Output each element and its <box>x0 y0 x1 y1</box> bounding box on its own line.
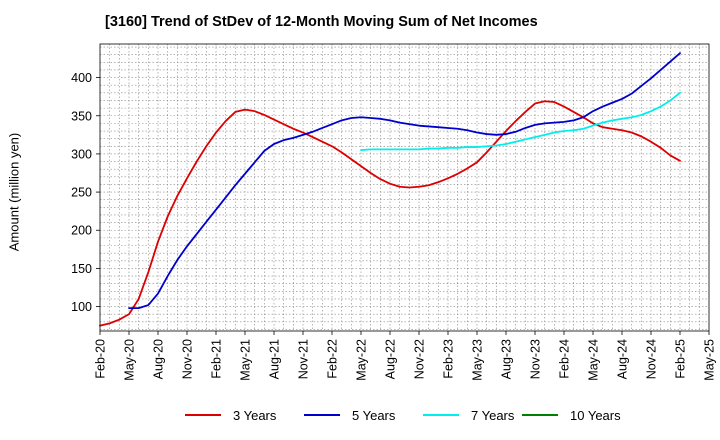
horizontal-gridlines <box>100 46 709 330</box>
vertical-gridlines <box>109 44 700 331</box>
x-tick-label: May-25 <box>703 339 717 381</box>
series-lines <box>99 52 681 327</box>
legend-label: 5 Years <box>352 407 396 423</box>
x-tick-label: Aug-22 <box>384 339 398 379</box>
y-tick-label: 200 <box>71 224 92 238</box>
series-line <box>360 91 681 151</box>
x-tick-label: Aug-24 <box>616 339 630 379</box>
legend-item: 10 Years <box>522 404 621 426</box>
legend-item: 7 Years <box>423 404 514 426</box>
x-tick-label: May-20 <box>123 339 137 381</box>
y-axis-ticks: 100 150 200 250 300 350 400 <box>71 71 100 314</box>
x-tick-label: Feb-25 <box>674 339 688 379</box>
legend-item: 3 Years <box>185 404 276 426</box>
x-tick-label: Nov-20 <box>181 339 195 379</box>
x-tick-label: May-23 <box>471 339 485 381</box>
y-tick-label: 300 <box>71 147 92 161</box>
x-tick-label: Nov-24 <box>645 339 659 379</box>
x-tick-label: Feb-24 <box>558 339 572 379</box>
x-tick-label: Nov-23 <box>529 339 543 379</box>
x-tick-label: Aug-21 <box>268 339 282 379</box>
x-axis-ticks: Feb-20 May-20 Aug-20 Nov-20 Feb-21 May-21 Aug-… <box>94 331 717 381</box>
y-tick-label: 150 <box>71 262 92 276</box>
legend-swatch <box>304 414 340 416</box>
plot-frame <box>99 43 710 332</box>
y-tick-label: 350 <box>71 109 92 123</box>
legend-swatch <box>423 414 459 416</box>
x-tick-label: Aug-23 <box>500 339 514 379</box>
legend-label: 3 Years <box>233 407 277 423</box>
legend-swatch <box>522 414 558 416</box>
y-tick-label: 100 <box>71 300 92 314</box>
x-tick-label: Feb-22 <box>326 339 340 379</box>
x-tick-label: May-21 <box>239 339 253 381</box>
x-tick-label: Feb-23 <box>442 339 456 379</box>
x-tick-label: Feb-21 <box>210 339 224 379</box>
series-line <box>128 52 681 309</box>
y-tick-label: 250 <box>71 186 92 200</box>
y-tick-label: 400 <box>71 71 92 85</box>
x-tick-label: Aug-20 <box>152 339 166 379</box>
chart-title: [3160] Trend of StDev of 12-Month Moving… <box>105 14 538 30</box>
x-tick-label: Nov-21 <box>297 339 311 379</box>
x-tick-label: Feb-20 <box>94 339 108 379</box>
x-tick-label: Nov-22 <box>413 339 427 379</box>
x-tick-label: May-24 <box>587 339 601 381</box>
legend: 3 Years 5 Years 7 Years 10 Years <box>0 404 720 426</box>
x-tick-label: May-22 <box>355 339 369 381</box>
legend-swatch <box>185 414 221 416</box>
legend-label: 10 Years <box>570 407 621 423</box>
legend-label: 7 Years <box>471 407 515 423</box>
legend-item: 5 Years <box>304 404 395 426</box>
